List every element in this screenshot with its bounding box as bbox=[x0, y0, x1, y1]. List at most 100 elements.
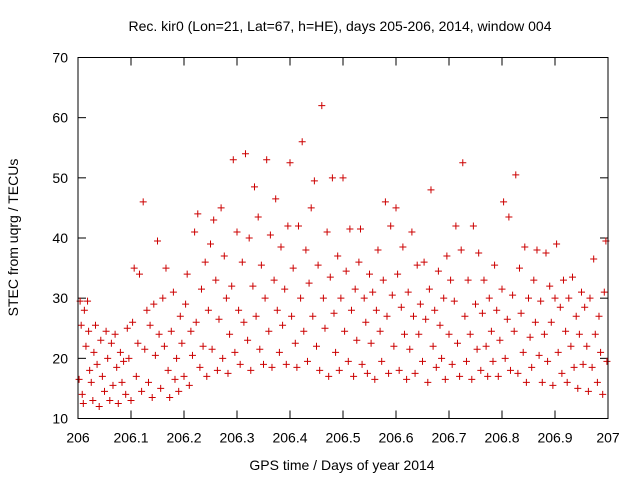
data-point bbox=[510, 327, 518, 335]
x-tick-label: 207 bbox=[596, 430, 620, 446]
data-point bbox=[544, 357, 552, 365]
data-point bbox=[558, 369, 566, 377]
data-point bbox=[549, 381, 557, 389]
y-tick-label: 50 bbox=[52, 170, 68, 186]
data-point bbox=[222, 294, 230, 302]
data-point bbox=[531, 318, 539, 326]
data-point bbox=[579, 360, 587, 368]
plot-frame bbox=[77, 57, 609, 419]
data-point bbox=[584, 387, 592, 395]
data-point bbox=[542, 249, 550, 257]
data-point bbox=[509, 291, 517, 299]
data-point bbox=[138, 387, 146, 395]
data-point bbox=[498, 285, 506, 293]
data-point bbox=[506, 366, 514, 374]
data-point bbox=[330, 309, 338, 317]
data-point bbox=[533, 246, 541, 254]
x-tick-label: 206.4 bbox=[272, 430, 307, 446]
data-point bbox=[408, 228, 416, 236]
data-point bbox=[127, 396, 135, 404]
data-point bbox=[328, 174, 336, 182]
data-point bbox=[288, 312, 296, 320]
data-point bbox=[416, 300, 424, 308]
data-point bbox=[397, 303, 405, 311]
data-point bbox=[148, 393, 156, 401]
data-point bbox=[309, 312, 317, 320]
data-point bbox=[353, 336, 361, 344]
data-point bbox=[183, 270, 191, 278]
data-point bbox=[363, 369, 371, 377]
data-point bbox=[425, 285, 433, 293]
data-point bbox=[415, 330, 423, 338]
data-point bbox=[187, 327, 195, 335]
data-point bbox=[526, 333, 534, 341]
y-tick-label: 40 bbox=[52, 230, 68, 246]
data-point bbox=[254, 213, 262, 221]
data-point bbox=[350, 372, 358, 380]
data-point bbox=[372, 306, 380, 314]
data-point bbox=[235, 306, 243, 314]
data-point bbox=[403, 375, 411, 383]
data-point bbox=[600, 288, 608, 296]
data-point bbox=[256, 345, 264, 353]
y-tick-label: 10 bbox=[52, 411, 68, 427]
data-point bbox=[151, 351, 159, 359]
data-point bbox=[228, 282, 236, 290]
data-point bbox=[351, 285, 359, 293]
chart-title: Rec. kir0 (Lon=21, Lat=67, h=HE), days 2… bbox=[129, 18, 552, 34]
data-point bbox=[265, 327, 273, 335]
x-tick-label: 206.6 bbox=[378, 430, 413, 446]
data-point bbox=[517, 309, 525, 317]
data-point bbox=[215, 315, 223, 323]
data-point bbox=[300, 327, 308, 335]
data-point bbox=[332, 348, 340, 356]
data-point bbox=[501, 354, 509, 362]
data-point bbox=[143, 306, 151, 314]
data-point bbox=[547, 318, 555, 326]
data-point bbox=[207, 240, 214, 248]
data-point bbox=[485, 294, 493, 302]
data-point bbox=[289, 264, 297, 272]
x-tick-label: 206.1 bbox=[113, 430, 148, 446]
data-point bbox=[123, 324, 131, 332]
data-point bbox=[567, 342, 575, 350]
data-point bbox=[203, 372, 211, 380]
data-point bbox=[316, 366, 324, 374]
data-point bbox=[346, 225, 354, 233]
data-point bbox=[95, 402, 103, 410]
x-tick-label: 206.8 bbox=[484, 430, 519, 446]
data-point bbox=[293, 363, 301, 371]
data-point bbox=[313, 342, 320, 350]
data-point bbox=[603, 357, 611, 365]
data-point bbox=[273, 306, 281, 314]
data-point bbox=[432, 363, 440, 371]
data-point bbox=[279, 321, 287, 329]
data-point bbox=[272, 195, 280, 203]
data-point bbox=[462, 357, 470, 365]
data-point bbox=[551, 294, 559, 302]
data-point bbox=[525, 294, 532, 302]
data-point bbox=[461, 312, 469, 320]
data-point bbox=[521, 243, 529, 251]
data-point bbox=[240, 318, 248, 326]
data-point bbox=[570, 363, 578, 371]
data-point bbox=[528, 363, 536, 371]
data-point bbox=[478, 309, 486, 317]
data-point bbox=[79, 399, 87, 407]
y-tick-label: 70 bbox=[52, 50, 68, 66]
x-tick-label: 206.3 bbox=[219, 430, 254, 446]
data-point bbox=[129, 318, 137, 326]
data-point bbox=[443, 252, 451, 260]
data-point bbox=[494, 372, 502, 380]
data-point bbox=[307, 204, 315, 212]
x-tick-label: 206.5 bbox=[325, 430, 360, 446]
data-point bbox=[358, 360, 366, 368]
data-point bbox=[424, 378, 432, 386]
data-point bbox=[310, 177, 318, 185]
data-point bbox=[284, 222, 292, 230]
data-point bbox=[194, 210, 202, 218]
data-point bbox=[261, 294, 269, 302]
data-point bbox=[335, 366, 343, 374]
data-point bbox=[175, 387, 183, 395]
